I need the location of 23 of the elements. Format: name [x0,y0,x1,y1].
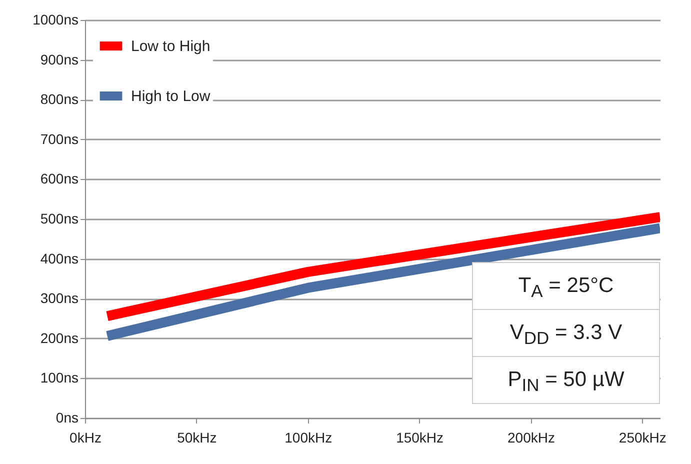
y-tick-label: 1000ns [32,12,78,28]
y-tick-label: 800ns [40,91,78,108]
legend-label: High to Low [131,88,210,105]
annotation: P$_{IN}$ = 50 µW [506,367,626,398]
note-panel: T$_{A}$ = 25°C V$_{DD}$ = 3.3 V P$_{IN}$ = 50 µW [472,262,660,404]
legend-label: Low to High [131,38,210,55]
y-tick-label: 400ns [40,250,78,266]
annotation: V$_{DD}$ = 3.3 V [473,310,659,357]
x-tick-label: 150kHz [396,430,444,446]
x-tick-label: 100kHz [284,430,332,446]
y-tick-label: 300ns [40,290,78,306]
x-tick-label: 0kHz [70,430,102,446]
annotation: T$_{A}$ = 25°C [473,263,659,310]
y-tick-label: 700ns [40,130,78,147]
y-tick-label: 500ns [40,210,78,226]
x-tick-label: 50kHz [177,430,217,446]
x-tick-label: 200kHz [508,430,555,446]
y-tick-label: 100ns [40,370,78,386]
y-tick-label: 900ns [40,51,78,68]
y-tick-label: 200ns [40,330,78,346]
x-tick-label: 250kHz [618,430,666,446]
y-tick-label: 600ns [40,170,78,187]
y-tick-label: 0ns [56,410,78,426]
